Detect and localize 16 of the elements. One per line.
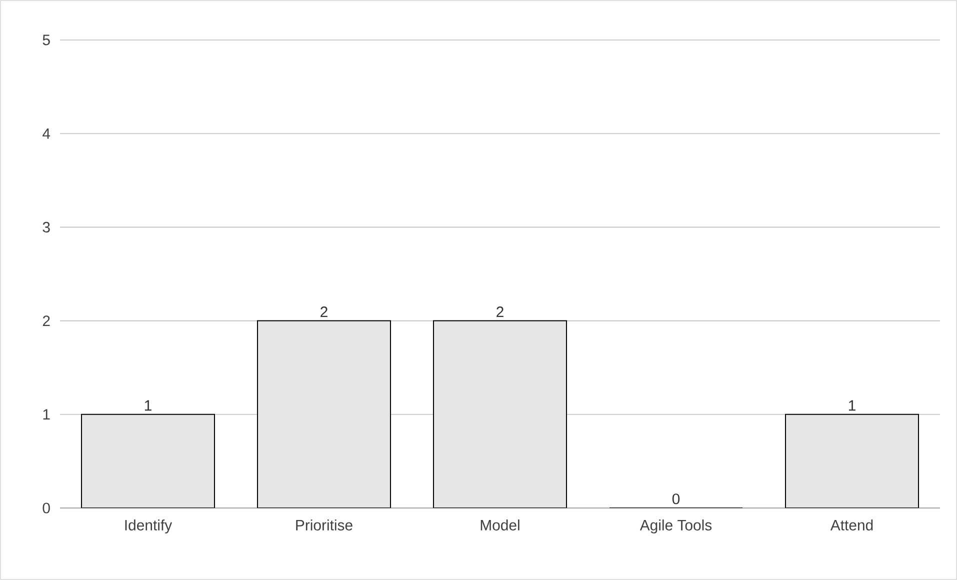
data-label: 1 [144, 400, 152, 411]
x-tick-label: Attend [830, 519, 873, 530]
data-label: 2 [320, 306, 328, 317]
y-tick-label: 3 [42, 222, 50, 232]
data-label: 2 [496, 306, 504, 317]
data-label: 1 [848, 400, 856, 411]
x-tick-label: Prioritise [296, 519, 352, 530]
x-tick-label: Agile Tools [640, 519, 712, 534]
data-label: 0 [672, 494, 680, 504]
x-tick-label: Model [480, 519, 520, 530]
y-tick-label: 1 [43, 409, 50, 420]
y-tick-label: 0 [42, 502, 50, 514]
x-tick-label: Identify [125, 519, 172, 534]
y-tick-label: 4 [42, 128, 50, 139]
y-tick-label: 5 [42, 34, 50, 46]
y-tick-label: 2 [42, 316, 50, 326]
